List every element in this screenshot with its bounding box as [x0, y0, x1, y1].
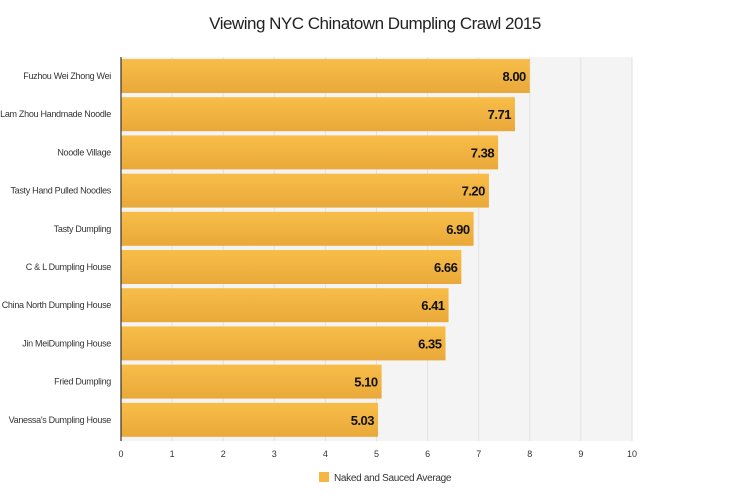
- chart-title: Viewing NYC Chinatown Dumpling Crawl 201…: [209, 14, 541, 33]
- category-label: Lam Zhou Handmade Noodle: [0, 109, 111, 119]
- data-label: 7.20: [462, 184, 486, 199]
- bar: [121, 97, 515, 132]
- x-tick-label: 5: [374, 449, 379, 459]
- data-label: 8.00: [502, 69, 526, 84]
- bar: [121, 326, 446, 361]
- category-label: Vanessa's Dumpling House: [9, 415, 112, 425]
- bar: [121, 135, 499, 170]
- legend-swatch: [319, 472, 329, 482]
- data-label: 6.90: [446, 222, 470, 237]
- bar: [121, 402, 379, 437]
- category-label: Jin MeiDumpling House: [22, 338, 111, 348]
- legend: Naked and Sauced Average: [319, 472, 452, 484]
- x-tick-label: 9: [578, 449, 583, 459]
- x-tick-label: 6: [425, 449, 430, 459]
- data-label: 5.10: [354, 375, 378, 390]
- category-label: Fried Dumpling: [54, 377, 111, 387]
- data-label: 7.38: [471, 145, 495, 160]
- x-tick-label: 7: [476, 449, 481, 459]
- data-label: 6.41: [421, 298, 445, 313]
- bar: [121, 364, 382, 399]
- bar: [121, 211, 474, 246]
- x-tick-label: 1: [170, 449, 175, 459]
- bar: [121, 250, 462, 284]
- bar: [121, 288, 449, 323]
- data-label: 6.35: [418, 336, 442, 351]
- category-label: China North Dumpling House: [2, 300, 112, 310]
- data-label: 7.71: [488, 107, 512, 122]
- category-label: Fuzhou Wei Zhong Wei: [23, 71, 111, 81]
- x-tick-label: 4: [323, 449, 328, 459]
- category-label: Noodle Village: [57, 147, 111, 157]
- x-tick-label: 3: [272, 449, 277, 459]
- x-tick-label: 10: [627, 449, 637, 459]
- x-tick-label: 0: [118, 449, 123, 459]
- legend-label: Naked and Sauced Average: [334, 473, 452, 484]
- data-label: 6.66: [434, 260, 458, 275]
- bar: [121, 59, 530, 93]
- x-tick-label: 2: [221, 449, 226, 459]
- category-label: Tasty Hand Pulled Noodles: [10, 186, 111, 196]
- bar: [121, 173, 489, 208]
- x-tick-label: 8: [527, 449, 532, 459]
- category-label: C & L Dumpling House: [26, 262, 112, 272]
- category-label: Tasty Dumpling: [54, 224, 112, 234]
- data-label: 5.03: [351, 413, 375, 428]
